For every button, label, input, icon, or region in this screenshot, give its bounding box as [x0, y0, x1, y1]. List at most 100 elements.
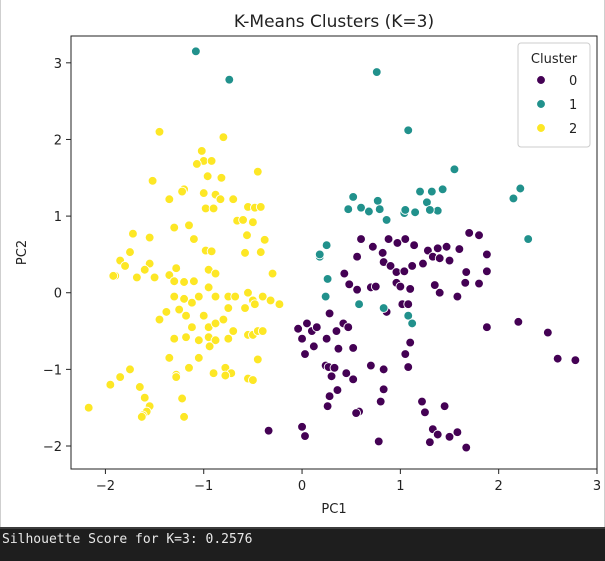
data-point — [385, 261, 396, 271]
data-point — [482, 249, 492, 260]
x-tick-label: −1 — [194, 479, 213, 494]
data-point — [420, 407, 430, 418]
data-point — [208, 203, 219, 214]
data-point — [366, 360, 376, 371]
data-point — [352, 284, 362, 295]
data-point — [136, 412, 147, 422]
y-tick-label: −1 — [43, 363, 62, 378]
data-point — [371, 67, 382, 77]
data-point — [352, 251, 362, 262]
data-point — [367, 241, 378, 252]
data-point — [210, 318, 221, 329]
data-point — [441, 241, 452, 252]
data-point — [297, 333, 307, 344]
data-point — [223, 333, 234, 344]
data-point — [364, 206, 374, 217]
data-point — [218, 132, 229, 143]
legend-label-cluster-1: 1 — [569, 98, 577, 113]
data-point — [432, 243, 443, 254]
data-point — [252, 354, 263, 365]
data-point — [220, 370, 231, 381]
data-point — [169, 222, 180, 233]
data-point — [139, 392, 150, 403]
data-point — [410, 207, 420, 218]
data-point — [274, 299, 285, 310]
series-cluster-2 — [83, 126, 285, 422]
legend-box — [517, 42, 591, 148]
data-point — [300, 431, 310, 441]
data-point — [326, 371, 337, 382]
data-point — [230, 291, 241, 302]
data-point — [400, 234, 411, 244]
legend-label-cluster-0: 0 — [569, 74, 577, 89]
data-point — [370, 281, 381, 292]
legend-label-cluster-2: 2 — [569, 122, 577, 137]
y-tick-label: −2 — [43, 440, 62, 455]
data-point — [204, 341, 215, 352]
data-point — [179, 277, 189, 287]
data-point — [434, 253, 445, 264]
data-point — [324, 391, 335, 402]
data-point — [542, 327, 553, 338]
data-point — [322, 401, 333, 412]
data-point — [460, 277, 471, 288]
data-point — [331, 326, 342, 336]
data-point — [147, 175, 158, 186]
data-point — [179, 412, 189, 422]
data-point — [343, 204, 354, 215]
data-point — [348, 374, 359, 385]
x-tick-label: 0 — [298, 479, 306, 494]
data-point — [356, 234, 366, 244]
data-point — [400, 349, 411, 359]
data-point — [257, 326, 268, 336]
x-tick-label: 1 — [396, 479, 404, 494]
data-point — [407, 261, 418, 271]
data-point — [198, 310, 209, 321]
data-point — [108, 271, 119, 281]
data-point — [169, 333, 180, 344]
data-point — [432, 429, 443, 440]
data-point — [149, 272, 160, 283]
data-point — [179, 294, 189, 304]
x-axis-label: PC1 — [321, 502, 346, 517]
data-point — [293, 323, 303, 334]
data-point — [381, 215, 392, 225]
series-cluster-1 — [191, 46, 534, 329]
data-point — [263, 425, 274, 436]
data-point — [356, 202, 366, 213]
data-point — [154, 126, 165, 137]
data-point — [321, 333, 332, 344]
plot-area-frame — [70, 35, 598, 470]
x-tick-label: 2 — [495, 479, 503, 494]
data-point — [314, 249, 325, 260]
data-point — [302, 318, 312, 329]
data-point — [125, 364, 135, 375]
legend-title: Cluster — [531, 52, 578, 67]
data-point — [210, 335, 221, 346]
y-tick-label: 1 — [54, 210, 62, 225]
data-point — [339, 268, 350, 279]
data-point — [224, 74, 235, 85]
data-point — [203, 282, 214, 293]
data-point — [322, 274, 333, 284]
data-point — [373, 436, 384, 447]
data-point — [429, 280, 440, 290]
data-point — [474, 230, 484, 241]
data-point — [189, 234, 199, 244]
data-point — [206, 246, 217, 257]
data-point — [181, 310, 191, 321]
data-point — [449, 164, 460, 175]
data-point — [378, 364, 389, 375]
data-point — [196, 146, 207, 156]
data-point — [169, 276, 180, 287]
data-point — [439, 401, 450, 412]
data-point — [252, 166, 263, 177]
y-tick-label: 3 — [54, 57, 62, 72]
data-point — [407, 318, 418, 329]
scatter-chart: K-Means Clusters (K=3) −2 −1 0 1 2 3 −2 −1 0 1 2 3 PC… — [15, 12, 601, 517]
data-point — [444, 431, 455, 442]
data-point — [259, 235, 270, 245]
legend-marker-cluster-1 — [536, 99, 546, 109]
data-point — [482, 322, 492, 333]
data-point — [174, 304, 184, 315]
